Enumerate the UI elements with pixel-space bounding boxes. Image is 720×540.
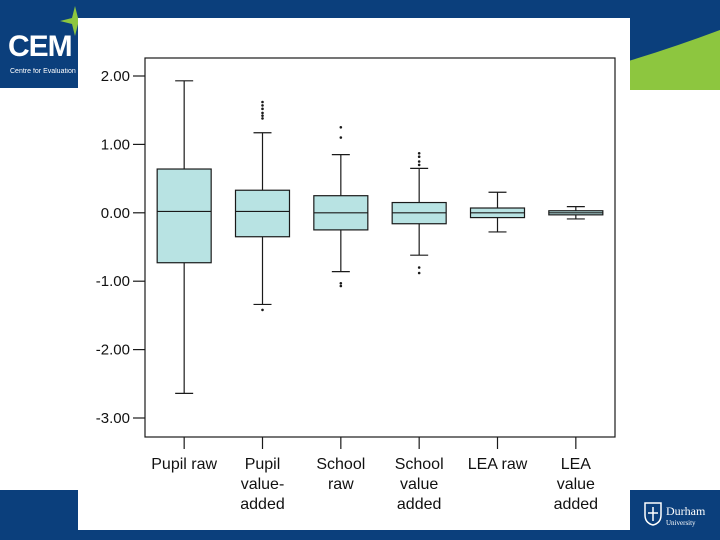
university-logo: Durham University bbox=[640, 498, 720, 536]
plot-frame bbox=[144, 57, 616, 438]
x-category-label: added bbox=[240, 496, 285, 513]
x-category-label: value- bbox=[241, 476, 285, 493]
outlier-point bbox=[339, 284, 343, 288]
outlier-point bbox=[417, 163, 421, 167]
y-tick-label: -1.00 bbox=[96, 273, 130, 290]
university-name: Durham bbox=[666, 504, 706, 518]
x-category-label: School bbox=[316, 456, 365, 473]
outlier-point bbox=[417, 151, 421, 155]
x-category-label: added bbox=[554, 496, 599, 513]
outlier-point bbox=[261, 308, 264, 312]
outlier-point bbox=[339, 136, 343, 139]
outlier-point bbox=[339, 126, 343, 129]
y-tick-label: 0.00 bbox=[101, 205, 130, 222]
outlier-point bbox=[417, 266, 421, 269]
outlier-point bbox=[261, 114, 264, 117]
outlier-point bbox=[261, 100, 264, 104]
outlier-point bbox=[261, 104, 264, 107]
university-subtitle: University bbox=[666, 519, 696, 527]
outlier-point bbox=[261, 111, 264, 115]
outlier-point bbox=[339, 281, 343, 285]
x-category-label: value bbox=[557, 476, 595, 493]
x-category-label: value bbox=[400, 476, 438, 493]
outlier-point bbox=[417, 160, 421, 163]
x-category-label: LEA raw bbox=[468, 456, 528, 473]
outlier-point bbox=[261, 117, 264, 120]
outlier-point bbox=[417, 271, 421, 275]
x-category-label: Pupil raw bbox=[151, 456, 217, 473]
box-iqr bbox=[234, 189, 291, 238]
x-category-label: School bbox=[395, 456, 444, 473]
slide-panel bbox=[78, 18, 630, 530]
y-tick-label: -3.00 bbox=[96, 410, 130, 427]
cem-logo-text: CEM bbox=[8, 30, 73, 63]
star-burst-icon bbox=[60, 6, 90, 36]
x-category-label: Pupil bbox=[245, 456, 281, 473]
cem-logo-subtitle: Centre for Evaluation bbox=[10, 68, 76, 75]
outlier-point bbox=[261, 107, 264, 111]
crest-icon bbox=[644, 502, 662, 526]
x-category-label: raw bbox=[328, 476, 354, 493]
outlier-point bbox=[417, 155, 421, 159]
x-category-label: added bbox=[397, 496, 442, 513]
y-tick-label: 1.00 bbox=[101, 136, 130, 153]
y-tick-label: 2.00 bbox=[101, 68, 130, 85]
y-tick-label: -2.00 bbox=[96, 342, 130, 359]
box-iqr bbox=[156, 168, 212, 264]
x-category-label: LEA bbox=[561, 456, 592, 473]
cem-logo: CEM Centre for Evaluation bbox=[0, 0, 90, 90]
